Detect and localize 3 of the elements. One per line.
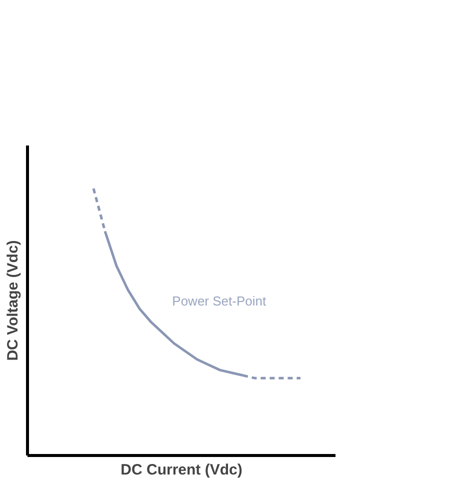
annotation: Power Set-Point [172, 294, 266, 309]
x-axis-title: DC Current (Vdc) [120, 462, 242, 478]
y-axis-title: DC Voltage (Vdc) [4, 240, 22, 361]
